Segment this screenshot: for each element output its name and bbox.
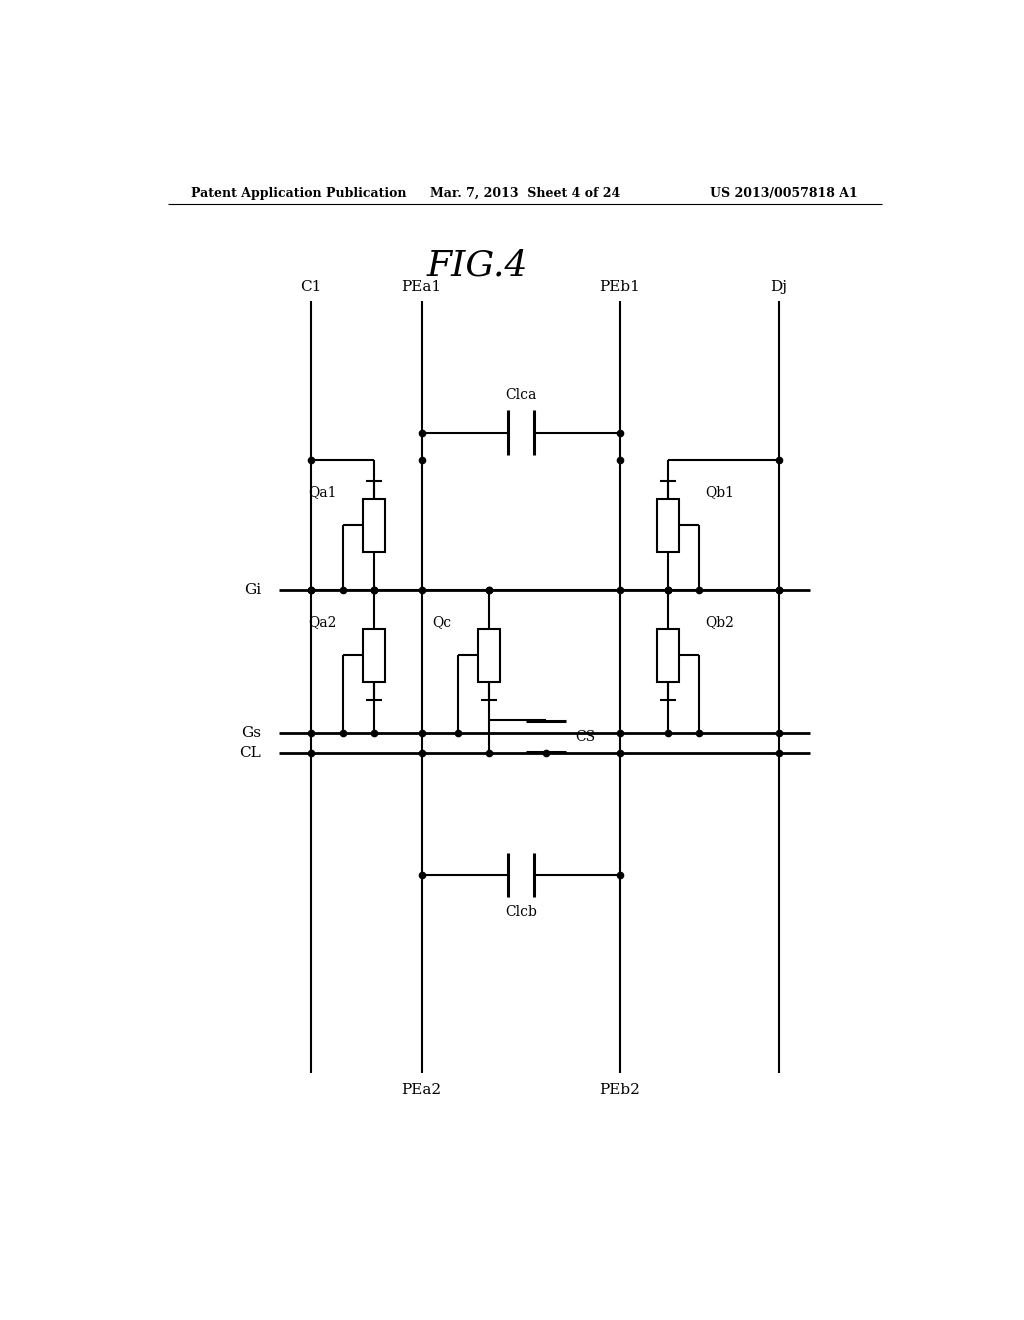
Bar bbox=[362, 499, 385, 552]
Text: Dj: Dj bbox=[770, 280, 787, 294]
Text: Clcb: Clcb bbox=[505, 906, 537, 920]
Text: Qb2: Qb2 bbox=[705, 615, 734, 630]
Text: FIG.4: FIG.4 bbox=[426, 248, 528, 282]
Text: Gi: Gi bbox=[244, 583, 261, 598]
Text: PEb2: PEb2 bbox=[600, 1084, 640, 1097]
Text: Mar. 7, 2013  Sheet 4 of 24: Mar. 7, 2013 Sheet 4 of 24 bbox=[430, 187, 620, 199]
Text: CS: CS bbox=[575, 730, 596, 743]
Text: Qa2: Qa2 bbox=[308, 615, 337, 630]
Text: Qb1: Qb1 bbox=[705, 484, 734, 499]
Bar bbox=[656, 499, 679, 552]
Bar bbox=[656, 630, 679, 682]
Bar bbox=[362, 630, 385, 682]
Text: Patent Application Publication: Patent Application Publication bbox=[191, 187, 407, 199]
Text: PEa2: PEa2 bbox=[401, 1084, 441, 1097]
Bar bbox=[478, 630, 500, 682]
Text: US 2013/0057818 A1: US 2013/0057818 A1 bbox=[711, 187, 858, 199]
Text: PEa1: PEa1 bbox=[401, 280, 441, 294]
Text: Gs: Gs bbox=[242, 726, 261, 739]
Text: C1: C1 bbox=[300, 280, 322, 294]
Text: Qc: Qc bbox=[433, 615, 452, 630]
Text: PEb1: PEb1 bbox=[600, 280, 640, 294]
Text: Clca: Clca bbox=[505, 388, 537, 403]
Text: Qa1: Qa1 bbox=[308, 484, 337, 499]
Text: CL: CL bbox=[240, 746, 261, 760]
